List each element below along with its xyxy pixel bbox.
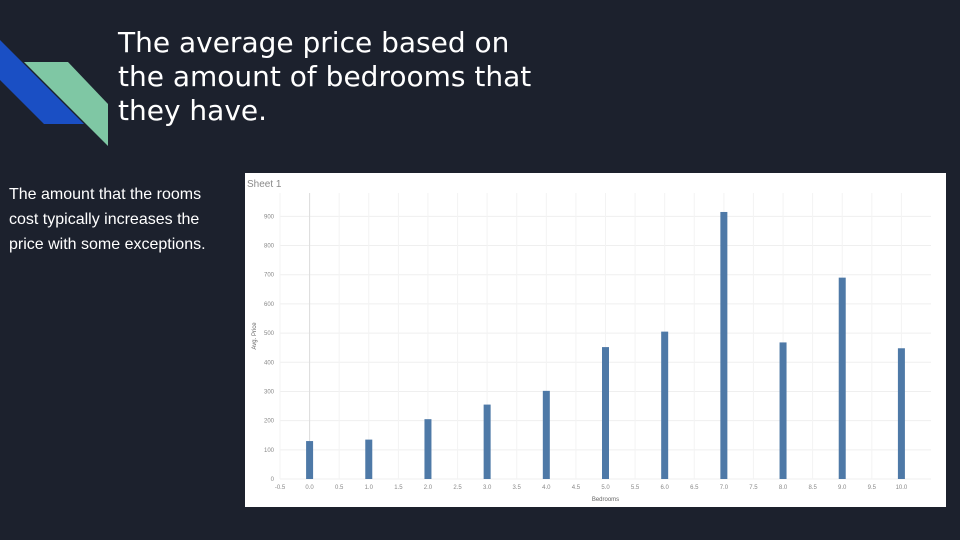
x-tick-label: 6.0 [661,485,670,491]
slide-title: The average price based on the amount of… [118,26,532,127]
slide-body-text: The amount that the rooms cost typically… [9,186,206,253]
x-tick-label: 10.0 [896,485,908,491]
y-tick-label: 700 [264,273,275,279]
bar-chart: 0 100 200 300 400 500 600 700 800 900 -0.5 0.0 0.5 1.… [252,193,931,503]
x-tick-label: 3.5 [513,485,522,491]
x-tick-label: -0.5 [275,485,286,491]
x-tick-label: 0.5 [335,485,344,491]
x-tick-label: 0.0 [305,485,314,491]
y-tick-label: 400 [264,360,275,366]
bar [838,277,846,479]
x-tick-label: 8.0 [779,485,788,491]
bar [483,404,491,479]
bar [779,342,787,479]
blue-stripe [0,40,84,124]
chart-panel: 0 100 200 300 400 500 600 700 800 900 -0.5 0.0 0.5 1.… [245,173,946,507]
bar [720,211,728,479]
bar [424,419,432,479]
bar [306,441,314,479]
x-tick-label: 9.5 [868,485,877,491]
y-tick-label: 100 [264,448,275,454]
y-tick-label: 200 [264,419,275,425]
y-tick-label: 300 [264,389,275,395]
x-tick-label: 9.0 [838,485,847,491]
y-tick-label: 0 [271,477,275,483]
x-tick-label: 8.5 [808,485,817,491]
bar [542,390,550,479]
x-tick-label: 5.0 [601,485,610,491]
y-tick-label: 600 [264,302,275,308]
x-tick-label: 2.0 [424,485,433,491]
y-axis-title: Avg. Price [252,322,258,350]
x-tick-label: 7.5 [749,485,758,491]
sheet-label: Sheet 1 [247,179,282,190]
x-tick-label: 6.5 [690,485,699,491]
y-tick-label: 900 [264,214,275,220]
x-tick-label: 1.0 [365,485,374,491]
x-tick-label: 7.0 [720,485,729,491]
x-tick-label: 4.5 [572,485,581,491]
x-tick-label: 4.0 [542,485,551,491]
x-tick-label: 3.0 [483,485,492,491]
x-tick-label: 1.5 [394,485,403,491]
x-tick-label: 5.5 [631,485,640,491]
y-tick-label: 800 [264,244,275,250]
bar [661,331,669,479]
x-axis-title: Bedrooms [592,497,619,503]
x-tick-label: 2.5 [453,485,462,491]
bar [602,347,609,479]
green-stripe [24,62,108,146]
bar [365,439,373,479]
decorative-stripes [0,40,108,146]
bar [897,348,905,479]
y-tick-label: 500 [264,331,275,337]
